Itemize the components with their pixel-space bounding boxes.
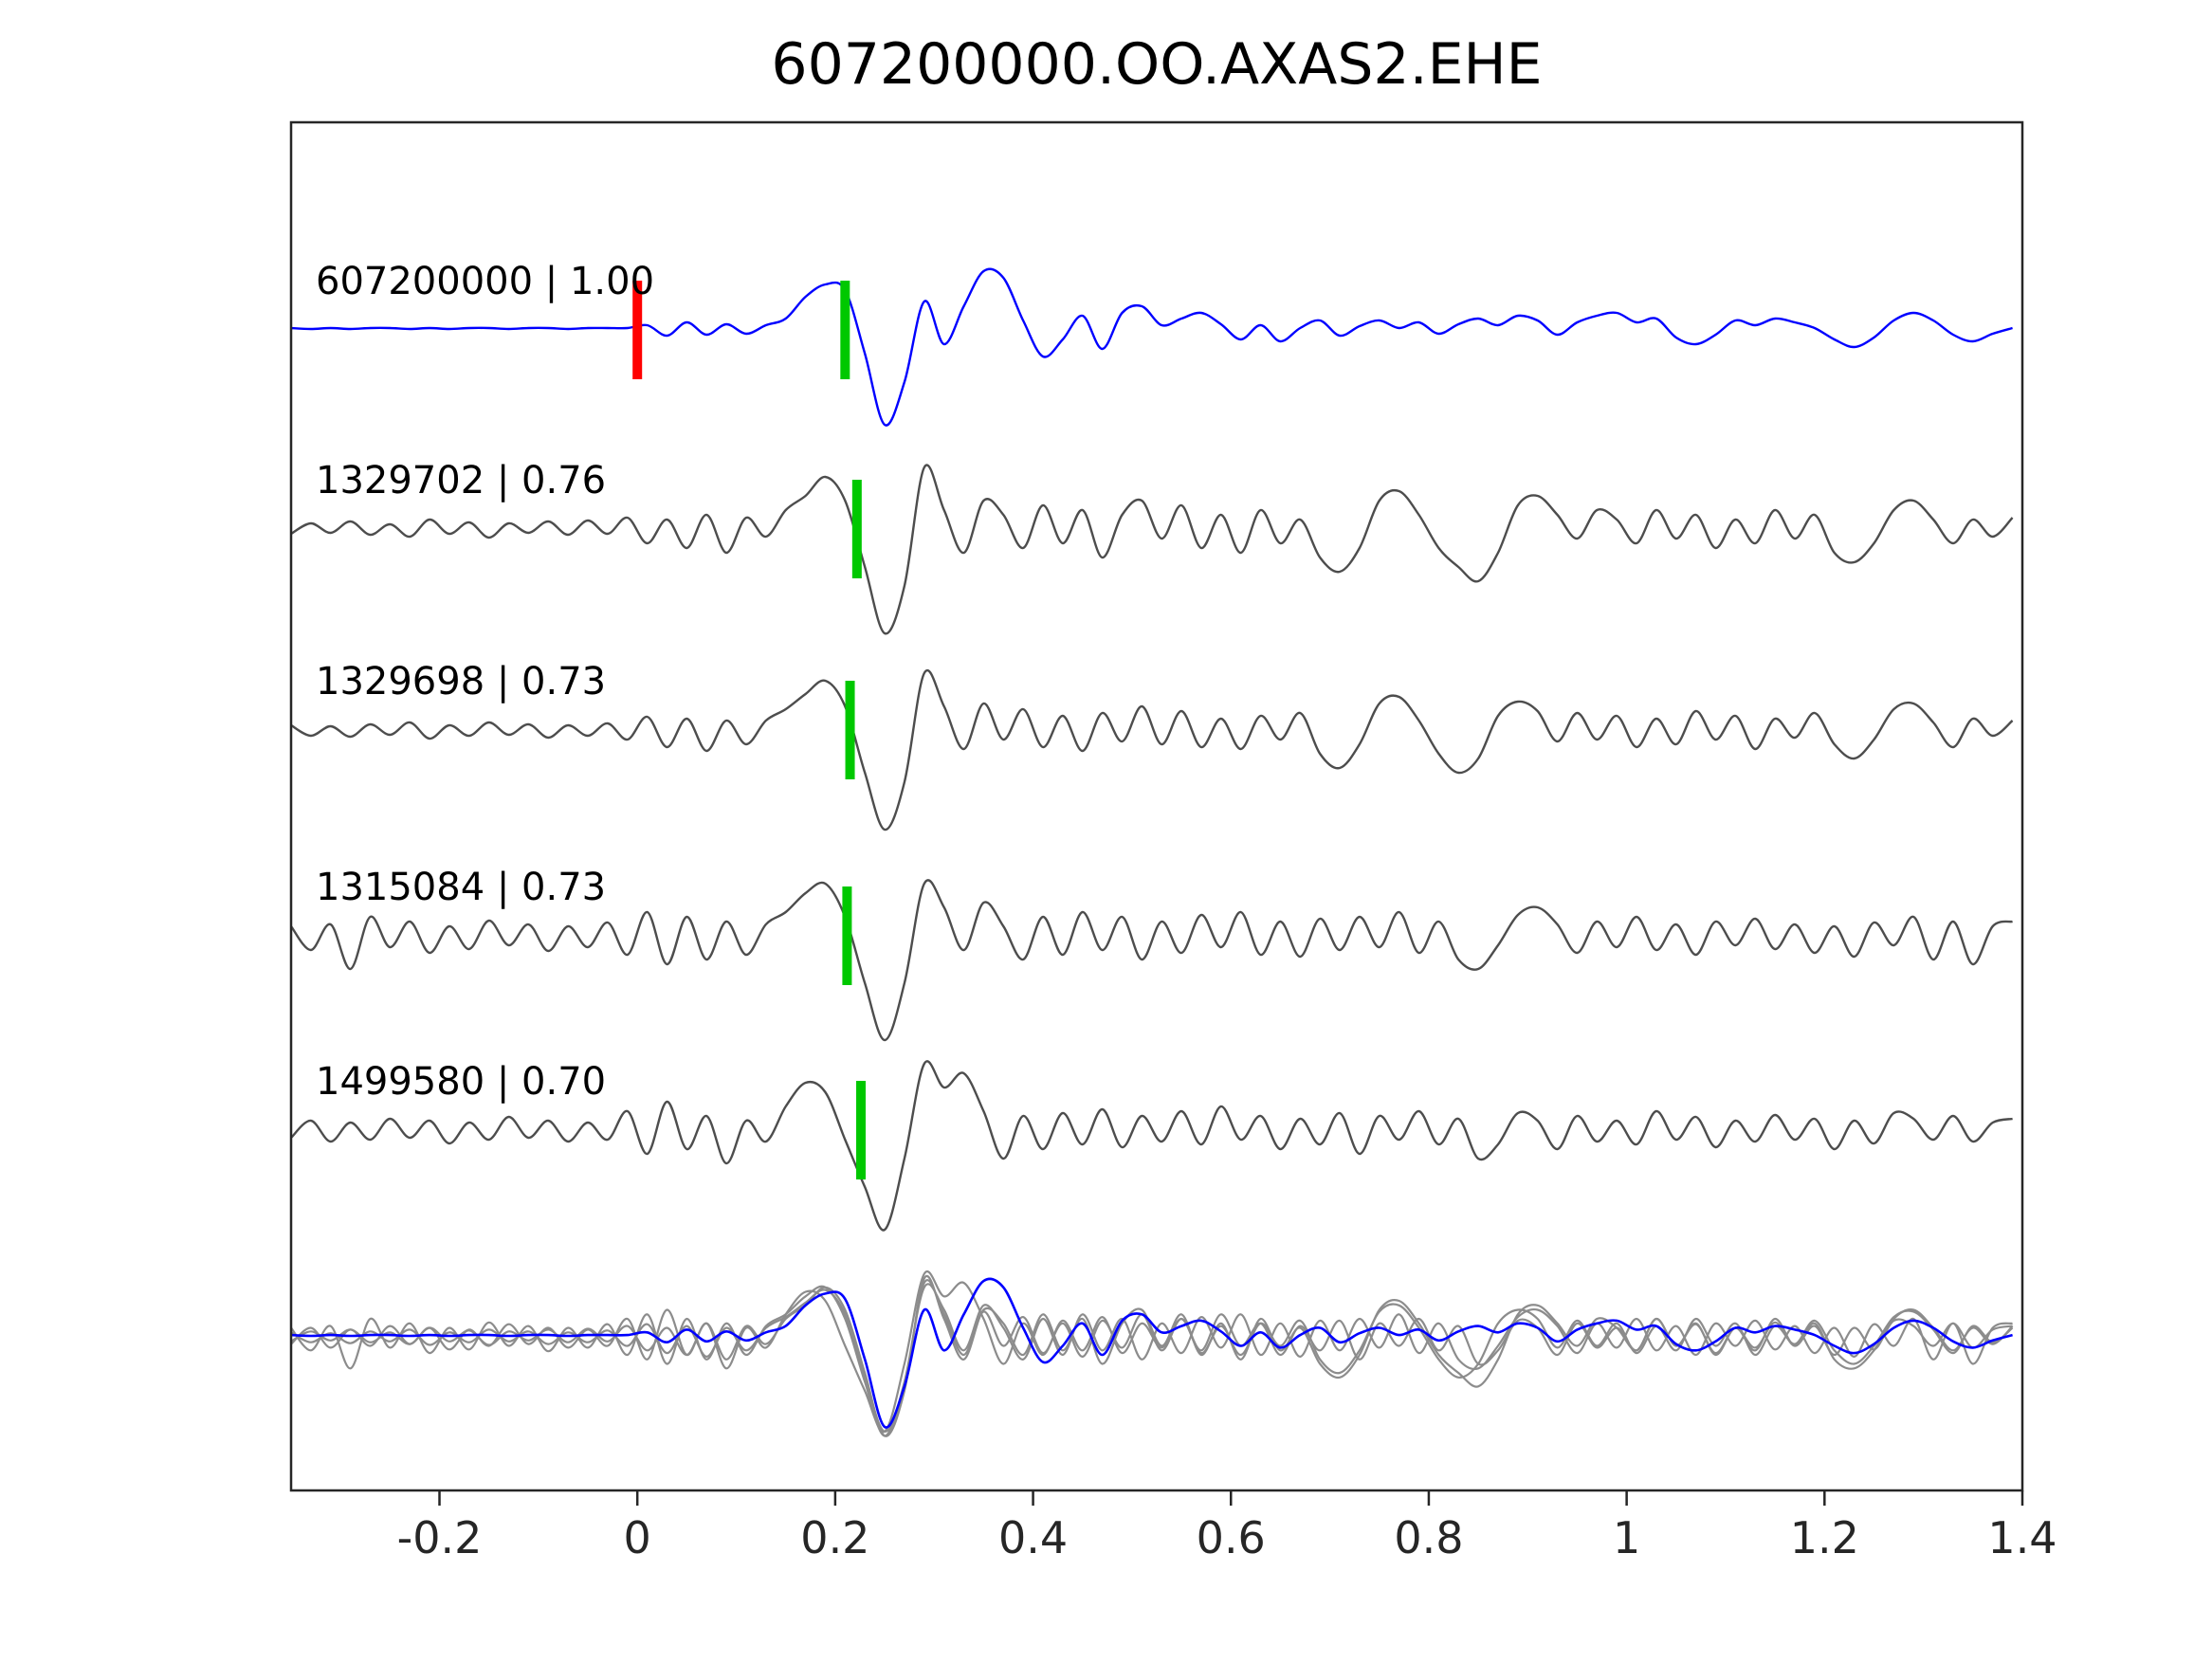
x-tick-label: 0.8 [1394, 1512, 1463, 1563]
axes-frame [289, 120, 2024, 1492]
trace-label-1315084: 1315084 | 0.73 [316, 866, 606, 909]
overlay-trace-1329702 [291, 1274, 2014, 1437]
trace-label-1329698: 1329698 | 0.73 [316, 660, 606, 704]
x-tick-label: 1.2 [1790, 1512, 1859, 1563]
x-tick-label: 0.4 [998, 1512, 1068, 1563]
x-tick-label: 1 [1613, 1512, 1640, 1563]
trace-waveform-1315084 [291, 879, 2013, 1042]
trace-waveform-1329698 [291, 669, 2014, 832]
trace-waveform-1499580 [291, 1060, 2013, 1232]
overlay-trace-1315084 [291, 1283, 2013, 1437]
trace-label-1499580: 1499580 | 0.70 [316, 1060, 606, 1104]
x-tick-label: 1.4 [1987, 1512, 2057, 1563]
trace-label-1329702: 1329702 | 0.76 [316, 459, 606, 503]
trace-waveform-1329702 [291, 464, 2014, 635]
overlay-trace-607200000 [291, 1277, 2013, 1429]
trace-waveform-607200000 [291, 267, 2013, 427]
overlay-trace-1329698 [291, 1279, 2014, 1433]
x-tick-label: -0.2 [397, 1512, 483, 1563]
chart-title: 607200000.OO.AXAS2.EHE [771, 31, 1542, 98]
trace-label-607200000: 607200000 | 1.00 [316, 260, 654, 303]
x-tick-label: 0 [624, 1512, 651, 1563]
x-tick-label: 0.6 [1197, 1512, 1266, 1563]
x-tick-label: 0.2 [800, 1512, 869, 1563]
